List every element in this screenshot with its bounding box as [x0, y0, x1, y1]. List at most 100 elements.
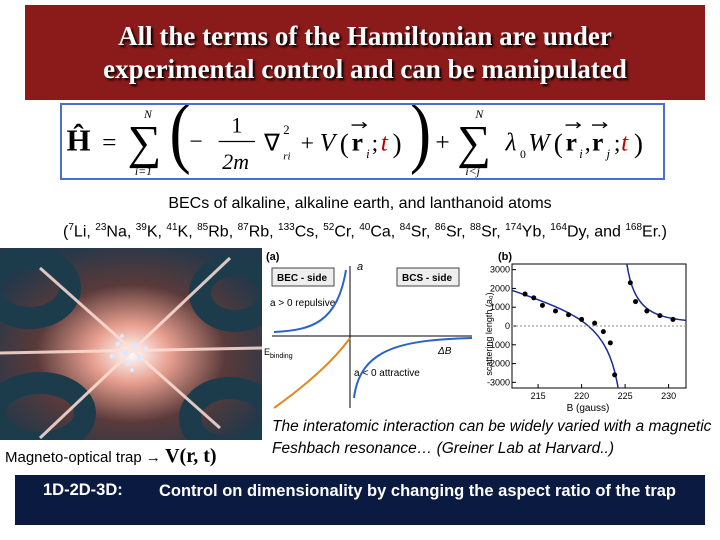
- formula-part: ri: [283, 151, 290, 163]
- dimension-label: 1D-2D-3D:: [43, 481, 123, 499]
- element: Yb: [521, 223, 542, 241]
- data-point: [566, 312, 572, 318]
- formula-part: ;: [372, 131, 379, 157]
- atom-cloud: [109, 334, 148, 372]
- data-point: [657, 313, 663, 319]
- separator: ,: [541, 223, 551, 241]
- element: Cs: [294, 223, 315, 241]
- separator: ,: [228, 223, 238, 241]
- title: All the terms of the Hamiltonian are und…: [25, 5, 705, 100]
- x-tick-label: 220: [574, 391, 589, 401]
- binding-label: Ebinding: [264, 347, 293, 360]
- formula-part: ): [634, 128, 643, 158]
- mass-number: 7: [68, 222, 74, 233]
- bec-heading: BECs of alkaline, alkaline earth, and la…: [168, 195, 552, 212]
- joiner: and: [594, 223, 621, 241]
- mass-number: 164: [550, 222, 567, 233]
- element: Cr: [334, 223, 351, 241]
- formula-part: 0: [520, 147, 526, 161]
- data-point: [612, 372, 618, 378]
- panel-a: (a) a BEC - side BCS - side a > 0 repuls…: [262, 248, 478, 416]
- formula-part: N: [474, 107, 484, 121]
- formula-part: =: [102, 128, 116, 157]
- formula-part: i=1: [135, 164, 152, 178]
- formula-part: ∑: [128, 117, 162, 169]
- data-point: [600, 329, 606, 335]
- y-tick-label: 3000: [490, 265, 510, 275]
- element: Sr: [445, 223, 462, 241]
- vector-arrow: [591, 121, 608, 129]
- mass-number: 52: [323, 222, 335, 233]
- delta-b: ΔB: [437, 346, 452, 357]
- mot-text: Magneto-optical trap: [5, 449, 142, 466]
- data-point: [539, 302, 545, 308]
- formula-part: ): [393, 128, 402, 158]
- bec-side: BEC - side: [277, 273, 327, 284]
- formula-part: j: [605, 147, 611, 161]
- separator: ,: [390, 223, 400, 241]
- data-point: [627, 280, 633, 286]
- separator: ,: [314, 223, 324, 241]
- attractive-label: a < 0 attractive: [354, 368, 420, 379]
- separator: ,: [425, 223, 435, 241]
- mass-number: 41: [166, 222, 178, 233]
- formula-part: (: [554, 128, 563, 158]
- mass-number: 87: [237, 222, 249, 233]
- y-tick-label: -1000: [487, 340, 510, 350]
- y-axis-label: scattering length (a₀): [484, 292, 494, 375]
- x-tick-label: 215: [531, 391, 546, 401]
- data-point: [553, 308, 558, 314]
- dimension-text: Control on dimensionality by changing th…: [158, 482, 677, 500]
- element: Rb: [248, 223, 270, 241]
- separator: ,: [86, 223, 96, 241]
- separator: ,: [188, 223, 198, 241]
- panel-label: (b): [498, 251, 512, 263]
- repulsive-label: a > 0 repulsive: [270, 298, 336, 309]
- data-point: [644, 308, 650, 314]
- arrow: →: [145, 449, 161, 466]
- formula-part: t: [381, 128, 389, 157]
- data-point: [607, 340, 613, 346]
- element: K: [177, 223, 189, 241]
- panel-label: (a): [266, 251, 280, 263]
- element: K: [146, 223, 158, 241]
- formula-part: t: [621, 128, 629, 157]
- bcs-side: BCS - side: [402, 273, 452, 284]
- formula-part: V: [320, 128, 339, 157]
- formula-part: r: [566, 128, 577, 157]
- separator: ,: [350, 223, 360, 241]
- separator: ,: [496, 223, 506, 241]
- formula-part: r: [592, 128, 603, 157]
- formula-part: 2m: [222, 150, 249, 174]
- mass-number: 88: [469, 222, 482, 233]
- separator: ,: [126, 223, 136, 241]
- formula-part: i<j: [465, 164, 480, 178]
- punctuation: (: [63, 223, 69, 241]
- x-tick-label: 230: [661, 391, 676, 401]
- punctuation: .): [657, 223, 667, 241]
- formula-part: λ: [504, 128, 516, 157]
- element: Na: [106, 223, 127, 241]
- formula-part: 2: [283, 123, 289, 137]
- formula-part: ,: [585, 131, 591, 157]
- mass-number: 85: [197, 222, 209, 233]
- y-tick-label: 1000: [490, 302, 510, 312]
- separator: ,: [157, 223, 167, 241]
- separator: ,: [461, 223, 470, 241]
- formula-part: +: [435, 128, 449, 157]
- formula-part: 1: [231, 113, 242, 137]
- coils: [0, 248, 262, 440]
- mass-number: 174: [505, 222, 522, 233]
- formula-part: Ĥ: [67, 123, 91, 158]
- element: Li: [73, 223, 87, 241]
- formula-part: i: [579, 147, 583, 161]
- mass-number: 40: [359, 222, 371, 233]
- mass-number: 39: [135, 222, 147, 233]
- trap-image: [0, 248, 262, 440]
- potential: V(r, t): [165, 445, 217, 467]
- element: Dy: [566, 223, 586, 241]
- mass-number: 23: [95, 222, 107, 233]
- vector-arrow: [351, 121, 368, 129]
